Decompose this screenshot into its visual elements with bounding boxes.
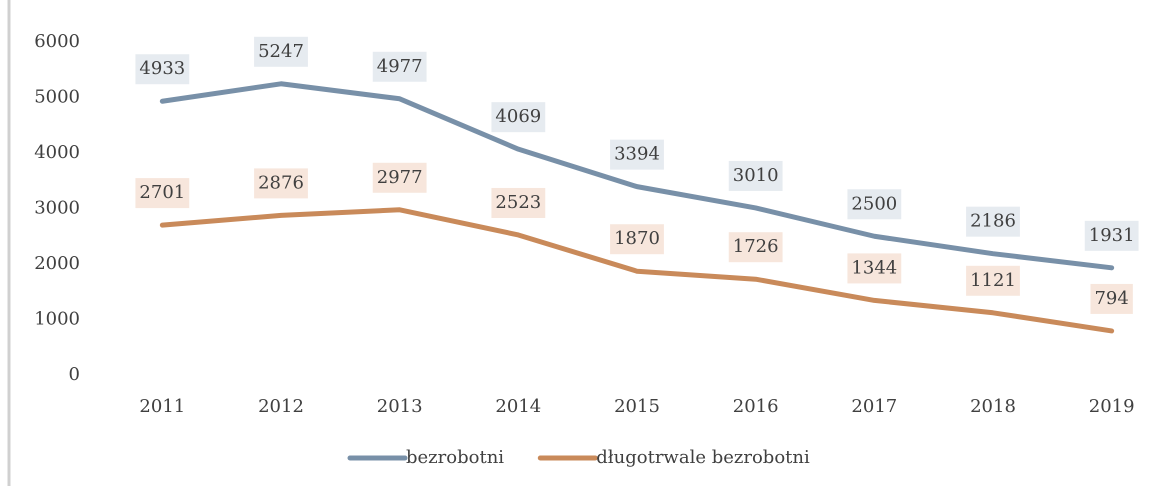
y-tick-label: 4000: [34, 142, 80, 163]
data-label: 2977: [377, 167, 423, 188]
data-label-group: 1121: [966, 265, 1020, 296]
data-label: 2523: [495, 192, 541, 213]
data-label: 1931: [1089, 225, 1135, 246]
data-label-bg: [610, 139, 664, 170]
data-label-bg: [966, 206, 1020, 237]
data-label-bg: [847, 189, 902, 220]
x-tick-label: 2019: [1089, 396, 1135, 417]
data-label-bg: [491, 187, 546, 218]
data-label: 3010: [733, 165, 779, 186]
data-label-bg: [728, 160, 783, 191]
data-label-group: 2523: [491, 187, 546, 218]
data-label: 4069: [495, 106, 541, 127]
y-tick-label: 3000: [34, 198, 80, 219]
data-label: 1344: [851, 257, 897, 278]
y-tick-label: 2000: [34, 253, 80, 274]
x-tick-label: 2015: [614, 396, 660, 417]
data-label-bg: [1090, 283, 1133, 314]
data-label-bg: [254, 168, 308, 199]
data-label: 2701: [139, 182, 185, 203]
data-label: 1121: [970, 270, 1016, 291]
data-label: 5247: [258, 41, 304, 62]
legend-label: bezrobotni: [406, 447, 504, 468]
data-label-group: 2701: [135, 178, 190, 209]
y-tick-label: 5000: [34, 87, 80, 108]
x-tick-label: 2013: [377, 396, 423, 417]
data-label-bg: [728, 232, 783, 263]
y-tick-label: 0: [69, 364, 80, 385]
x-tick-label: 2018: [970, 396, 1016, 417]
data-label: 1726: [733, 236, 779, 257]
data-label-group: 2876: [254, 168, 308, 199]
data-label: 3394: [614, 144, 660, 165]
data-label: 2500: [851, 193, 897, 214]
x-tick-label: 2012: [258, 396, 304, 417]
data-label-bg: [491, 102, 546, 133]
data-label-bg: [1084, 220, 1139, 251]
data-label-bg: [966, 265, 1020, 296]
data-label-group: 2186: [966, 206, 1020, 237]
data-label: 794: [1094, 288, 1128, 309]
data-label-group: 1344: [847, 253, 902, 284]
y-tick-label: 1000: [34, 309, 80, 330]
data-label-group: 5247: [254, 36, 308, 67]
data-label: 4933: [139, 58, 185, 79]
data-label: 2876: [258, 172, 304, 193]
x-tick-label: 2017: [851, 396, 897, 417]
data-label: 4977: [377, 56, 423, 77]
series-line: [159, 81, 1115, 271]
data-label-group: 3394: [610, 139, 664, 170]
series-line: [159, 207, 1115, 334]
legend-label: długotrwale bezrobotni: [596, 447, 810, 468]
data-label-group: 1726: [728, 232, 783, 263]
data-label-bg: [135, 178, 190, 209]
data-label-group: 4933: [135, 54, 190, 85]
data-label-group: 1931: [1084, 220, 1139, 251]
data-label-group: 2977: [372, 162, 427, 193]
data-label-group: 4069: [491, 102, 546, 133]
data-label-bg: [372, 162, 427, 193]
data-label-bg: [135, 54, 190, 85]
data-label: 2186: [970, 211, 1016, 232]
data-label-bg: [254, 36, 308, 67]
data-label: 1870: [614, 228, 660, 249]
x-tick-label: 2016: [733, 396, 779, 417]
data-label-group: 2500: [847, 189, 902, 220]
data-label-bg: [847, 253, 902, 284]
data-label-group: 1870: [610, 224, 664, 255]
y-tick-label: 6000: [34, 31, 80, 52]
x-tick-label: 2011: [139, 396, 185, 417]
data-label-bg: [610, 224, 664, 255]
data-label-group: 794: [1090, 283, 1133, 314]
data-label-group: 3010: [728, 160, 783, 191]
data-label-bg: [372, 51, 427, 82]
x-tick-label: 2014: [495, 396, 541, 417]
data-label-group: 4977: [372, 51, 427, 82]
